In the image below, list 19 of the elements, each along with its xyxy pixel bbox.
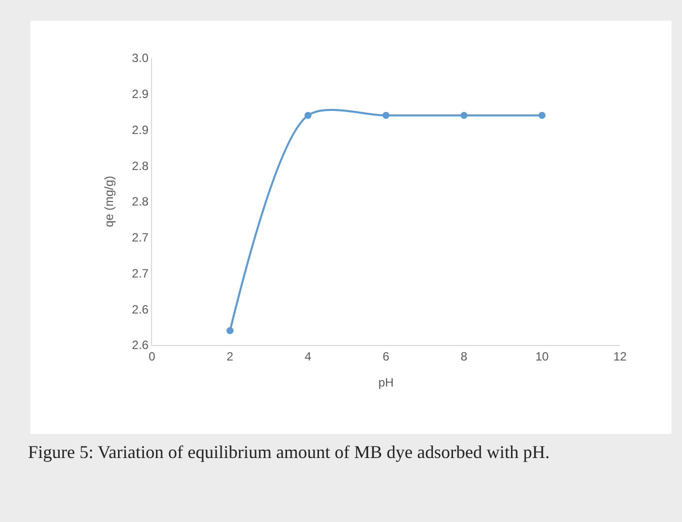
x-tick-label: 10 [535, 349, 549, 364]
y-tick-label: 2.7 [132, 230, 149, 245]
y-tick-label: 2.8 [132, 194, 149, 209]
y-tick-label: 2.7 [132, 266, 149, 280]
x-tick-label: 8 [460, 349, 468, 364]
x-tick-label: 4 [304, 349, 312, 364]
x-tick-label: 12 [613, 349, 627, 364]
y-tick-label: 2.8 [132, 158, 149, 173]
y-tick-label: 2.6 [132, 302, 149, 316]
caption: Figure 5: Variation of equilibrium amount of MB dye adsorbed with pH. [28, 442, 550, 462]
y-tick-label: 3.0 [132, 51, 149, 66]
x-tick-label: 2 [226, 349, 234, 364]
y-tick-label: 2.9 [132, 87, 149, 102]
y-axis-title: qe (mg/g) [102, 176, 116, 228]
y-tick-label: 2.6 [132, 338, 149, 352]
x-axis-title: pH [378, 375, 394, 390]
x-tick-label: 6 [382, 349, 390, 364]
x-tick-label: 0 [148, 349, 156, 364]
y-tick-label: 2.9 [132, 122, 149, 137]
